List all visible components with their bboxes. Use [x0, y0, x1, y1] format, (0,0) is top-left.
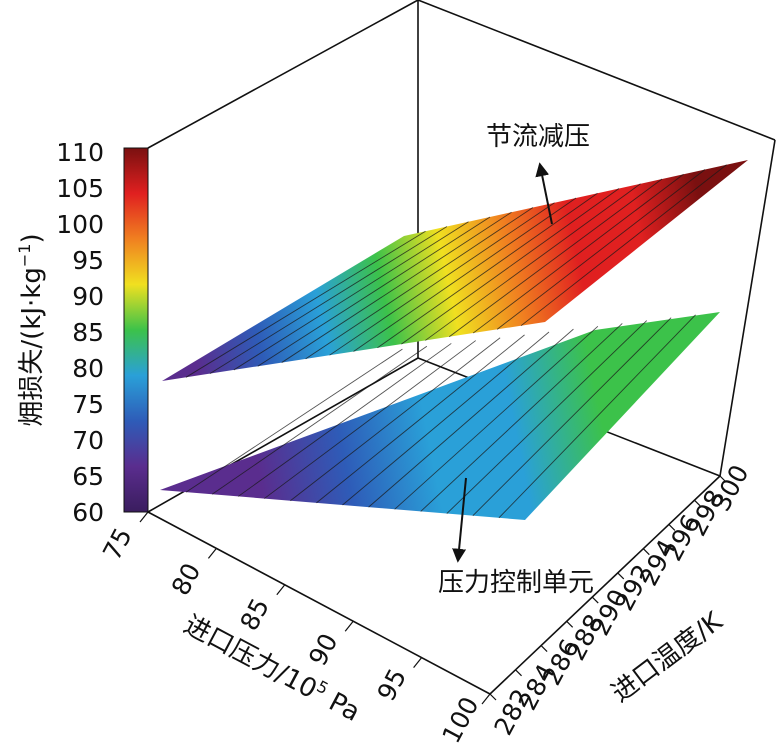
upper-contour-line: [353, 197, 577, 352]
x-axis-label: 进口压力/105 Pa: [179, 608, 366, 728]
x-tick-mark: [481, 693, 491, 705]
x-tick-label: 80: [166, 558, 207, 600]
z-tick-label: 100: [56, 210, 104, 239]
z-axis-ticks: 110 105 100 95 90 85 80 75 70 65 60: [56, 138, 104, 527]
upper-contour-line: [496, 169, 706, 330]
x-tick-mark: [276, 584, 286, 596]
annotation-pcu: 压力控制单元: [438, 477, 594, 598]
y-tick-mark: [642, 548, 650, 556]
z-tick-label: 65: [72, 462, 104, 491]
x-tick-label: 75: [97, 523, 138, 565]
lower-contour-line: [264, 340, 476, 499]
x-tick-mark: [207, 548, 217, 559]
annotation-throttle: 节流减压: [486, 122, 590, 225]
upper-contour-line: [257, 216, 491, 367]
y-tick-mark: [668, 524, 676, 531]
upper-contour-line: [209, 226, 448, 375]
lower-contour-line: [211, 345, 428, 495]
box-edge: [417, 0, 776, 141]
lower-contour-line: [342, 331, 550, 506]
lower-contour-line: [237, 343, 452, 497]
lower-surface-contours: [185, 314, 696, 519]
z-axis-label: 㶲损失/(kJ·kg−1): [15, 233, 47, 426]
z-tick-label: 90: [72, 282, 104, 311]
z-tick-label: 110: [56, 138, 104, 167]
colorbar: [123, 147, 149, 513]
upper-contour-line: [448, 178, 663, 338]
lower-contour-line: [316, 334, 525, 504]
x-axis-ticks: 75 80 85 90 95 100: [97, 511, 491, 748]
x-tick-mark: [413, 657, 423, 668]
z-tick-label: 95: [72, 246, 104, 275]
x-tick-label: 95: [372, 664, 413, 706]
x-tick-label: 100: [436, 692, 484, 745]
y-tick-mark: [694, 499, 701, 507]
y-tick-mark: [489, 693, 497, 701]
upper-contour-line: [520, 164, 727, 327]
annotation-throttle-text: 节流减压: [486, 122, 590, 152]
surfaces: [160, 160, 748, 520]
upper-contour-line: [305, 207, 534, 360]
z-tick-label: 75: [72, 390, 104, 419]
y-tick-mark: [617, 572, 625, 580]
lower-contour-line: [185, 348, 403, 493]
box-edge: [489, 475, 721, 695]
upper-contour-line: [472, 173, 684, 334]
lower-contour-line: [368, 328, 574, 508]
lower-contour-line: [290, 337, 501, 502]
lower-contour-line: [446, 320, 648, 514]
upper-contour-line: [185, 230, 426, 378]
x-tick-label: 85: [234, 594, 275, 636]
x-tick-mark: [344, 620, 354, 632]
annotation-pcu-arrow: [452, 477, 467, 563]
box-edge: [719, 139, 776, 477]
x-tick-label: 90: [303, 629, 344, 671]
annotation-pcu-text: 压力控制单元: [438, 568, 594, 598]
lower-contour-line: [394, 325, 599, 510]
upper-surface-contours: [185, 164, 727, 378]
upper-contour-line: [329, 202, 555, 356]
y-tick-mark: [515, 669, 522, 677]
box-edge: [147, 511, 491, 695]
upper-contour-line: [401, 188, 620, 345]
upper-contour-line: [425, 183, 641, 341]
z-tick-label: 80: [72, 354, 104, 383]
z-tick-label: 105: [56, 174, 104, 203]
y-axis-label: 进口温度/K: [606, 606, 728, 709]
annotation-throttle-arrow: [535, 162, 553, 225]
box-edge: [147, 0, 419, 149]
upper-contour-line: [377, 192, 598, 349]
lower-contour-line: [420, 323, 623, 512]
lower-contour-line: [472, 317, 672, 517]
lower-contour-line: [498, 314, 696, 519]
y-tick-mark: [566, 620, 574, 628]
lower-surface: [160, 312, 720, 520]
y-tick-mark: [591, 596, 599, 604]
z-tick-label: 85: [72, 318, 104, 347]
upper-contour-line: [281, 211, 512, 363]
x-tick-mark: [139, 511, 149, 523]
upper-contour-line: [233, 221, 469, 371]
y-tick-mark: [719, 475, 727, 483]
z-tick-label: 60: [72, 498, 104, 527]
z-tick-label: 70: [72, 426, 104, 455]
y-tick-mark: [540, 645, 548, 652]
